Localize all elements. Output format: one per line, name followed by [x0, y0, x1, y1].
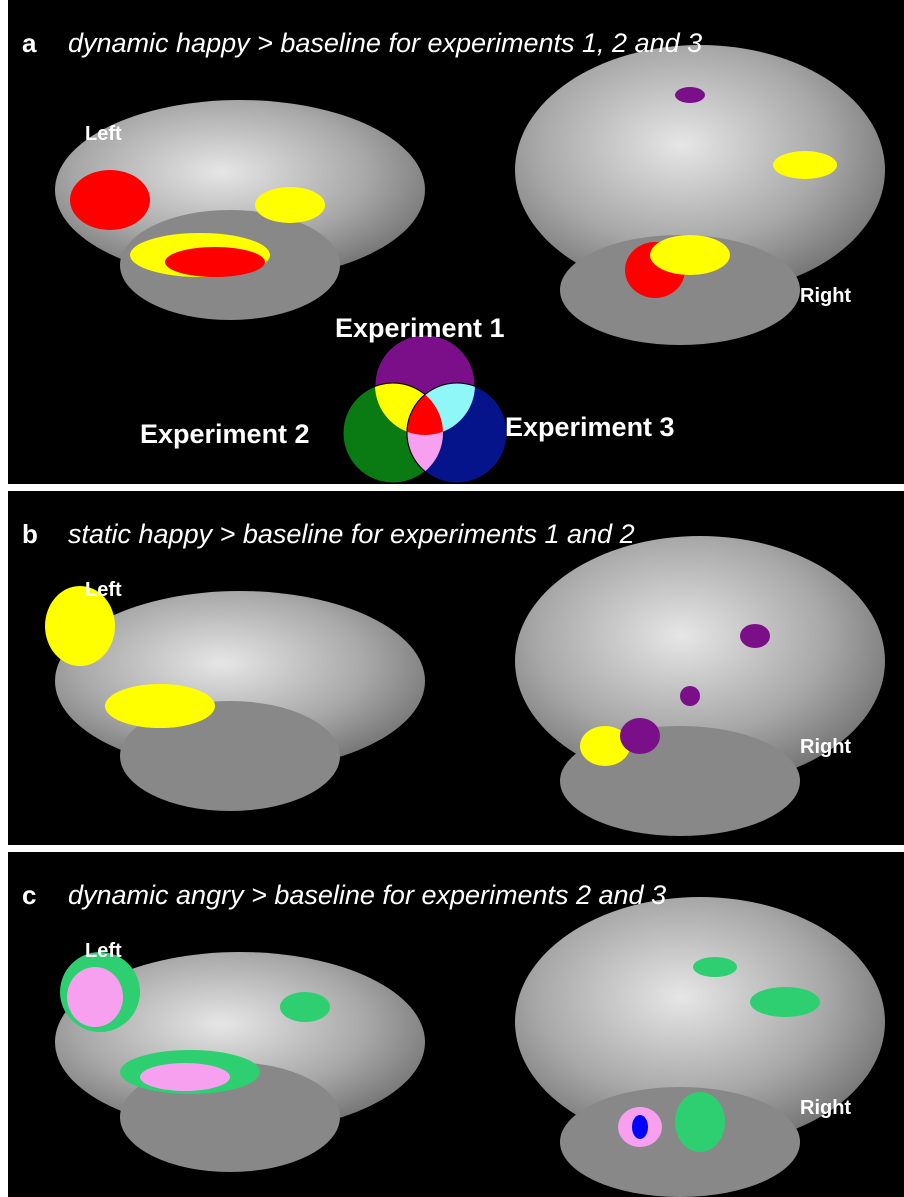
activation: [105, 684, 215, 728]
activation: [620, 718, 660, 754]
cerebellum-right: [560, 1087, 800, 1197]
left-label: Left: [85, 940, 122, 962]
activation: [650, 235, 730, 275]
activation: [750, 987, 820, 1017]
figure: Experiment 1 Experiment 2 Experiment 3 a…: [0, 0, 904, 1197]
activation: [165, 247, 265, 277]
activation: [255, 187, 325, 223]
panel-title: dynamic happy > baseline for experiments…: [68, 28, 702, 58]
panel-letter: b: [22, 519, 38, 549]
right-label: Right: [800, 1097, 851, 1119]
activation: [675, 87, 705, 103]
activation: [70, 170, 150, 230]
panel-letter: c: [22, 880, 36, 910]
panel-letter: a: [22, 28, 37, 58]
activation: [693, 957, 737, 977]
panel-title: dynamic angry > baseline for experiments…: [68, 880, 666, 910]
activation: [67, 967, 123, 1027]
activation: [140, 1063, 230, 1091]
activation: [632, 1115, 648, 1139]
panel-title: static happy > baseline for experiments …: [68, 519, 635, 549]
legend-experiment-1: Experiment 1: [335, 313, 505, 343]
activation: [740, 624, 770, 648]
activation: [675, 1092, 725, 1152]
activation: [773, 151, 837, 179]
right-label: Right: [800, 285, 851, 307]
legend-experiment-3: Experiment 3: [505, 412, 675, 442]
activation: [680, 686, 700, 706]
left-label: Left: [85, 123, 122, 145]
legend-experiment-2: Experiment 2: [140, 419, 310, 449]
activation: [280, 992, 330, 1022]
right-label: Right: [800, 736, 851, 758]
left-label: Left: [85, 579, 122, 601]
